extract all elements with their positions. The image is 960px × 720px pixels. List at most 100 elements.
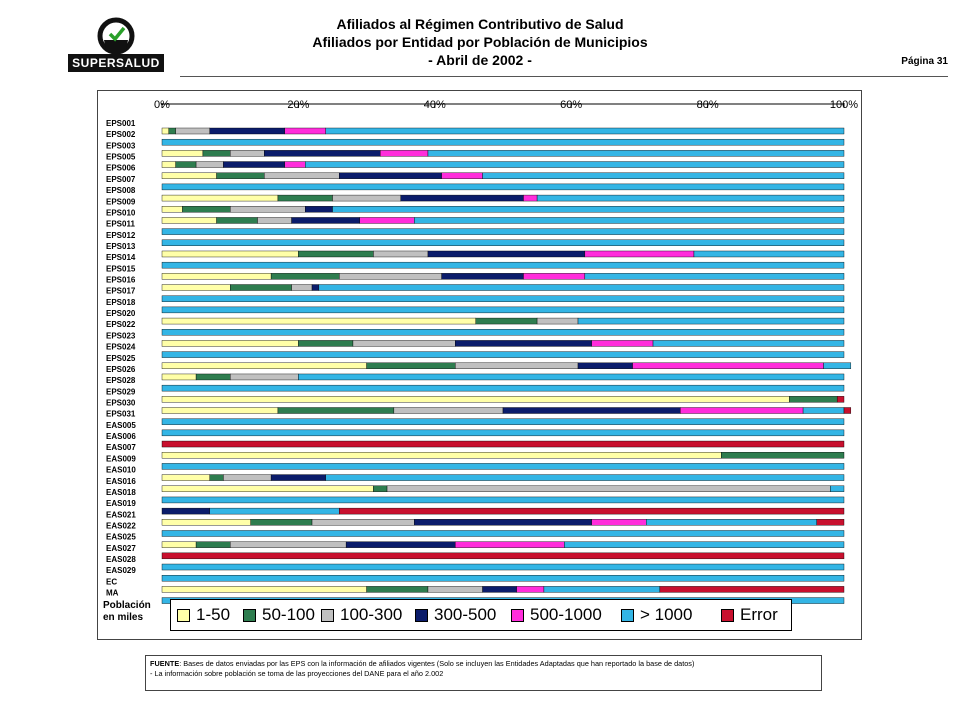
bar-row: EPS024 bbox=[106, 343, 845, 358]
header-divider bbox=[180, 76, 948, 77]
bar-segment-100-300 bbox=[229, 206, 306, 213]
legend-label: 50-100 bbox=[262, 605, 315, 624]
bar-segment--1000 bbox=[161, 496, 845, 504]
bar-segment--1000 bbox=[161, 306, 845, 314]
category-label: EPS012 bbox=[106, 231, 136, 240]
bar-segment--1000 bbox=[543, 586, 661, 593]
bar-segment-1-50 bbox=[161, 150, 204, 157]
legend: 1-50 50-100 100-300 300-500 500-1000 > 1000 Er… bbox=[170, 599, 792, 631]
category-label: EPS006 bbox=[106, 164, 136, 173]
bar-segment-50-100 bbox=[195, 541, 231, 548]
category-label: EPS028 bbox=[106, 376, 136, 385]
category-label: EPS023 bbox=[106, 331, 136, 340]
bar-segment-50-100 bbox=[250, 519, 313, 526]
bar-segment-50-100 bbox=[373, 485, 388, 492]
bar-segment--1000 bbox=[536, 194, 845, 202]
bar-row: EAS018 bbox=[106, 488, 845, 504]
legend-item: 300-500 bbox=[415, 605, 496, 624]
bar-segment-1-50 bbox=[161, 284, 231, 291]
bar-row: EPS014 bbox=[106, 253, 845, 269]
legend-label: 1-50 bbox=[196, 605, 231, 624]
bar-segment-Error bbox=[843, 407, 852, 414]
bar-segment-100-300 bbox=[455, 362, 579, 369]
category-label: EAS009 bbox=[106, 454, 136, 463]
x-tick-label: 100% bbox=[830, 99, 858, 111]
category-label: EC bbox=[106, 577, 117, 586]
bar-segment-50-100 bbox=[298, 340, 354, 347]
bar-segment-300-500 bbox=[339, 172, 442, 179]
bar-segment-50-100 bbox=[270, 273, 340, 280]
bar-segment-500-1000 bbox=[523, 273, 586, 280]
category-label: EPS010 bbox=[106, 208, 136, 217]
category-label: EPS016 bbox=[106, 276, 136, 285]
category-label: EPS008 bbox=[106, 186, 136, 195]
bar-segment-50-100 bbox=[229, 284, 292, 291]
bar-row: EPS009 bbox=[106, 197, 845, 213]
bar-segment-Error bbox=[659, 586, 845, 593]
bar-row: EPS005 bbox=[106, 153, 845, 168]
x-tick-label: 80% bbox=[697, 99, 719, 111]
legend-item: 1-50 bbox=[177, 605, 231, 624]
legend-swatch bbox=[621, 608, 634, 622]
bar-row: EPS026 bbox=[106, 365, 845, 381]
bar-segment-Error bbox=[339, 507, 845, 515]
chart-frame bbox=[97, 90, 862, 640]
bar-segment-100-300 bbox=[291, 284, 313, 291]
source-line1: : Bases de datos enviadas por las EPS co… bbox=[179, 659, 695, 668]
source-label: FUENTE bbox=[150, 659, 180, 668]
bar-segment-300-500 bbox=[209, 127, 285, 135]
bar-segment-500-1000 bbox=[284, 161, 306, 168]
bar-row: EPS003 bbox=[106, 141, 845, 157]
bar-segment--1000 bbox=[325, 474, 845, 481]
category-label: EPS029 bbox=[106, 387, 136, 396]
bar-segment-50-100 bbox=[195, 373, 231, 381]
bar-segment-100-300 bbox=[311, 519, 415, 526]
bar-segment-100-300 bbox=[257, 217, 292, 224]
bar-segment-300-500 bbox=[345, 541, 456, 548]
bar-row: EAS019 bbox=[106, 499, 845, 515]
bar-row: EAS010 bbox=[106, 466, 845, 481]
category-label: EPS013 bbox=[106, 242, 136, 251]
bar-segment-500-1000 bbox=[380, 150, 429, 157]
bar-segment-50-100 bbox=[298, 250, 374, 258]
bar-row: EPS013 bbox=[106, 242, 845, 258]
bar-segment--1000 bbox=[652, 340, 845, 347]
check-icon bbox=[97, 17, 135, 55]
bar-row: EPS011 bbox=[106, 220, 845, 235]
bar-row: EPS015 bbox=[106, 264, 845, 280]
legend-swatch bbox=[415, 608, 428, 622]
bar-segment-300-500 bbox=[414, 519, 592, 526]
bar-segment-50-100 bbox=[168, 127, 176, 135]
bar-row: EAS028 bbox=[106, 555, 845, 571]
bar-segment--1000 bbox=[305, 161, 845, 168]
bar-segment-100-300 bbox=[339, 273, 442, 280]
bar-row: EPS017 bbox=[106, 287, 845, 302]
bar-segment-300-500 bbox=[161, 507, 210, 515]
bar-row: EPS020 bbox=[106, 309, 845, 325]
legend-label: Error bbox=[740, 605, 778, 624]
bar-segment-50-100 bbox=[789, 396, 838, 403]
category-label: EPS014 bbox=[106, 253, 136, 262]
category-label: EPS009 bbox=[106, 197, 136, 206]
bar-segment--1000 bbox=[325, 127, 845, 135]
bar-segment-1-50 bbox=[161, 217, 217, 224]
bar-segment--1000 bbox=[161, 261, 845, 269]
bar-row: EPS029 bbox=[106, 387, 845, 403]
legend-item: > 1000 bbox=[621, 605, 692, 624]
bar-row: EPS023 bbox=[106, 331, 845, 347]
category-label: EAS007 bbox=[106, 443, 136, 452]
bar-segment-1-50 bbox=[161, 194, 279, 202]
bar-segment-1-50 bbox=[161, 586, 367, 593]
category-label: EPS005 bbox=[106, 153, 136, 162]
bar-segment-50-100 bbox=[216, 217, 258, 224]
bar-segment-100-300 bbox=[536, 317, 579, 325]
bar-row: EAS005 bbox=[106, 421, 845, 437]
bar-segment--1000 bbox=[161, 183, 845, 191]
bar-row: EPS010 bbox=[106, 208, 845, 224]
bar-segment-500-1000 bbox=[680, 407, 804, 414]
x-tick-label: 40% bbox=[424, 99, 446, 111]
bar-segment-300-500 bbox=[400, 194, 524, 202]
bar-segment--1000 bbox=[584, 273, 845, 280]
legend-title-line1: Población bbox=[103, 600, 151, 611]
bar-segment-100-300 bbox=[175, 127, 210, 135]
